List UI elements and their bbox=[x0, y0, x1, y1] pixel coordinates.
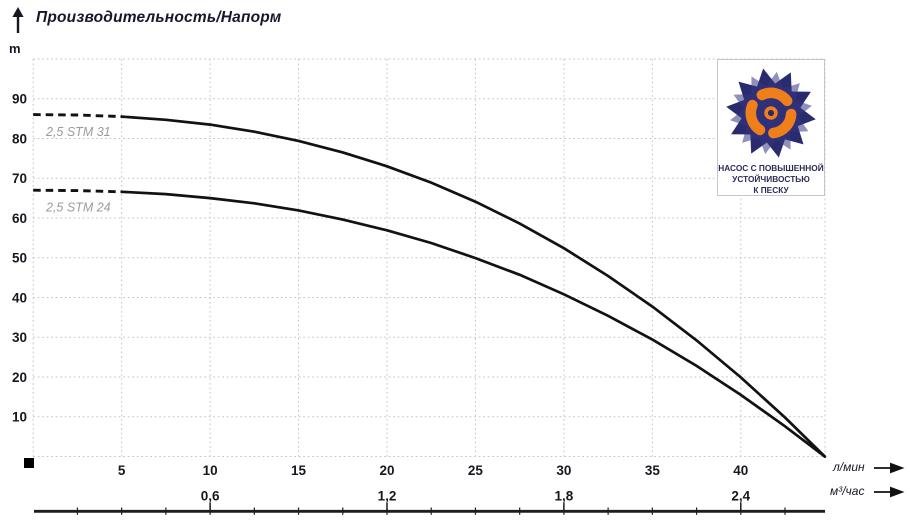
x-tick-label-lmin: 25 bbox=[468, 463, 484, 478]
y-tick-label: 20 bbox=[12, 370, 27, 385]
badge-caption-line2: УСТОЙЧИВОСТЬЮ bbox=[732, 174, 810, 185]
x-tick-label-lmin: 35 bbox=[645, 463, 661, 478]
x-axis-unit-m3h: м³/час bbox=[830, 484, 865, 498]
y-tick-label: 40 bbox=[12, 290, 27, 305]
x-tick-label-m3h: 1,8 bbox=[555, 489, 574, 504]
badge-caption: НАСОС С ПОВЫШЕННОЙ УСТОЙЧИВОСТЬЮ К ПЕСКУ bbox=[718, 163, 824, 196]
x-tick-label-lmin: 10 bbox=[203, 463, 218, 478]
curve-stm31 bbox=[120, 115, 827, 458]
x-tick-label-m3h: 2,4 bbox=[731, 489, 750, 504]
series-label: 2,5 STM 24 bbox=[45, 201, 111, 215]
y-tick-label: 80 bbox=[12, 131, 27, 146]
y-tick-label: 30 bbox=[12, 330, 27, 345]
x-tick-label-lmin: 40 bbox=[733, 463, 748, 478]
y-tick-label: 10 bbox=[12, 410, 27, 425]
y-tick-label: 70 bbox=[12, 171, 27, 186]
badge-caption-line3: К ПЕСКУ bbox=[753, 185, 789, 196]
curve-dashed-stm24 bbox=[33, 188, 122, 194]
x-tick-label-lmin: 5 bbox=[118, 463, 126, 478]
up-arrow-icon bbox=[12, 7, 24, 33]
right-arrow-icon bbox=[874, 462, 905, 474]
y-tick-label: 50 bbox=[12, 251, 27, 266]
x-axis-unit-lmin: л/мин bbox=[833, 460, 865, 474]
series-label: 2,5 STM 31 bbox=[45, 125, 111, 139]
sand-resistance-badge: НАСОС С ПОВЫШЕННОЙ УСТОЙЧИВОСТЬЮ К ПЕСКУ bbox=[717, 59, 825, 196]
x-tick-label-m3h: 1,2 bbox=[378, 489, 397, 504]
x-tick-label-m3h: 0,6 bbox=[201, 489, 220, 504]
badge-caption-line1: НАСОС С ПОВЫШЕННОЙ bbox=[718, 163, 824, 173]
x-tick-label-lmin: 20 bbox=[379, 463, 394, 478]
y-tick-label: 90 bbox=[12, 92, 27, 107]
x-tick-label-lmin: 30 bbox=[556, 463, 571, 478]
origin-marker bbox=[24, 458, 34, 468]
impeller-star-icon bbox=[726, 68, 816, 158]
y-axis-unit-label: m bbox=[9, 41, 21, 56]
x-tick-label-lmin: 15 bbox=[291, 463, 307, 478]
right-arrow-icon bbox=[874, 486, 905, 498]
chart-title: Производительность/Напорм bbox=[36, 9, 282, 26]
y-tick-label: 60 bbox=[12, 211, 27, 226]
curve-dashed-stm31 bbox=[33, 113, 122, 119]
curve-stm24 bbox=[120, 190, 827, 458]
